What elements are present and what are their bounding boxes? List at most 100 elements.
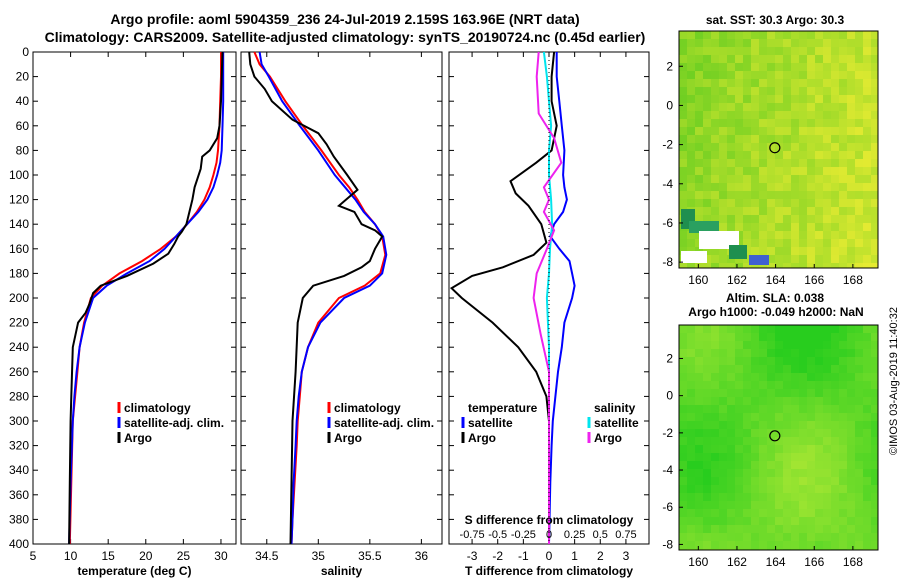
sst-map-cell xyxy=(727,71,735,79)
sst-map-cell xyxy=(743,223,751,231)
sla-map-cell xyxy=(791,533,799,541)
sst-map-cell xyxy=(687,239,695,247)
sla-map-cell xyxy=(703,365,711,373)
sst-map-cell xyxy=(791,47,799,55)
sst-map-land-patch xyxy=(689,221,719,233)
sst-map-cell xyxy=(839,87,847,95)
sla-map-cell xyxy=(871,365,878,373)
sla-map-cell xyxy=(679,525,687,533)
sst-map-cell xyxy=(695,79,703,87)
sst-map-cell xyxy=(799,135,807,143)
sla-map-cell xyxy=(759,437,767,445)
sla-map-cell xyxy=(687,517,695,525)
sla-map-cell xyxy=(727,429,735,437)
sst-map-cell xyxy=(831,239,839,247)
sst-map-cell xyxy=(759,263,767,268)
sla-map-cell xyxy=(783,413,791,421)
sst-map-cell xyxy=(847,191,855,199)
sst-map-cell xyxy=(703,47,711,55)
sla-map-cell xyxy=(855,485,863,493)
chart-title-line1: Argo profile: aoml 5904359_236 24-Jul-20… xyxy=(110,11,580,27)
sst-map-cell xyxy=(855,143,863,151)
sst-map-cell xyxy=(871,159,878,167)
sla-map-cell xyxy=(711,501,719,509)
sst-map-cell xyxy=(783,135,791,143)
sst-map-cell xyxy=(871,127,878,135)
sst-map-cell xyxy=(759,63,767,71)
sst-map-cell xyxy=(847,255,855,263)
sla-map-cell xyxy=(759,397,767,405)
sst-map-cell xyxy=(839,95,847,103)
sla-map-cell xyxy=(855,461,863,469)
sst-map-cell xyxy=(855,263,863,268)
sla-map-cell xyxy=(775,461,783,469)
sla-map-cell xyxy=(775,333,783,341)
sla-map-cell xyxy=(695,373,703,381)
sla-map-cell xyxy=(807,413,815,421)
sla-map-cell xyxy=(767,485,775,493)
sla-map-cell xyxy=(711,453,719,461)
sla-map-cell xyxy=(783,525,791,533)
sla-map-cell xyxy=(719,509,727,517)
sla-map-cell xyxy=(783,381,791,389)
sla-map-cell xyxy=(735,485,743,493)
sla-map-cell xyxy=(823,365,831,373)
sst-map-cell xyxy=(727,167,735,175)
sla-map-cell xyxy=(807,429,815,437)
sla-map-cell xyxy=(791,341,799,349)
sst-map-cell xyxy=(703,215,711,223)
sla-map-cell xyxy=(799,325,807,333)
sst-map-cell xyxy=(751,87,759,95)
sla-map-cell xyxy=(711,461,719,469)
sst-map-cell xyxy=(767,119,775,127)
sst-map-cell xyxy=(863,111,871,119)
sst-map-cell xyxy=(735,199,743,207)
sla-map-cell xyxy=(815,517,823,525)
sst-map-cell xyxy=(807,71,815,79)
sst-map-cell xyxy=(863,79,871,87)
sst-map-cell xyxy=(751,231,759,239)
sla-map-cell xyxy=(799,341,807,349)
sla-map-cell xyxy=(831,325,839,333)
sst-map-cell xyxy=(783,103,791,111)
sst-map-cell xyxy=(871,183,878,191)
sst-map-cell xyxy=(703,63,711,71)
sst-map-cell xyxy=(791,255,799,263)
sla-map-cell xyxy=(823,445,831,453)
sla-map-cell xyxy=(783,469,791,477)
sst-map-cell xyxy=(735,207,743,215)
sla-map-cell xyxy=(775,373,783,381)
sst-map-cell xyxy=(823,135,831,143)
sst-map-cell xyxy=(823,255,831,263)
sla-map-cell xyxy=(783,349,791,357)
sst-map-cell xyxy=(695,183,703,191)
sla-map-cell xyxy=(807,373,815,381)
sla-map-cell xyxy=(799,485,807,493)
sst-map-cell xyxy=(855,79,863,87)
sst-map-cell xyxy=(727,127,735,135)
depth-tick-label: 200 xyxy=(9,291,29,305)
sla-map-cell xyxy=(839,421,847,429)
sla-map-cell xyxy=(863,517,871,525)
sst-map-cell xyxy=(719,111,727,119)
sst-map-cell xyxy=(839,71,847,79)
sla-map-cell xyxy=(759,365,767,373)
sla-map-cell xyxy=(751,469,759,477)
sla-map-cell xyxy=(783,365,791,373)
sla-map-cell xyxy=(783,453,791,461)
sst-map-cell xyxy=(855,55,863,63)
sla-map-cell xyxy=(687,381,695,389)
sla-map-cell xyxy=(807,397,815,405)
sla-map-cell xyxy=(855,373,863,381)
sla-map-cell xyxy=(863,533,871,541)
sst-map-cell xyxy=(815,239,823,247)
sla-map-cell xyxy=(855,397,863,405)
sla-map-cell xyxy=(711,405,719,413)
sst-map-cell xyxy=(711,151,719,159)
sst-map-cell xyxy=(783,55,791,63)
sst-map-cell xyxy=(735,63,743,71)
sst-map-cell xyxy=(759,111,767,119)
sst-map-cell xyxy=(823,207,831,215)
sla-map-cell xyxy=(767,461,775,469)
salinity-xtick-label: 34.5 xyxy=(255,549,279,563)
